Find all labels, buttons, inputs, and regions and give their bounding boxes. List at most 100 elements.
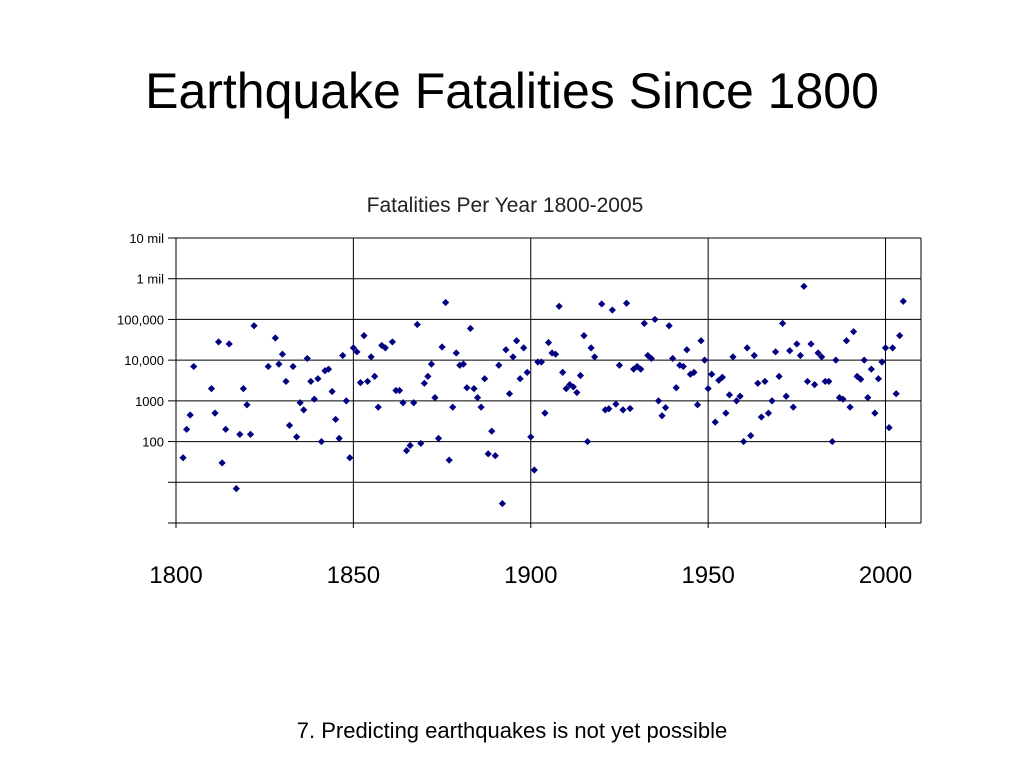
data-point bbox=[516, 375, 524, 383]
data-point bbox=[363, 377, 372, 386]
data-point bbox=[470, 385, 478, 393]
data-point bbox=[818, 353, 826, 361]
scatter-chart: Fatalities Per Year 1800-2005 10 mil 1 mi… bbox=[117, 194, 922, 589]
data-point bbox=[271, 334, 279, 342]
data-point bbox=[569, 383, 577, 391]
data-point bbox=[183, 425, 191, 433]
y-tick-label: 10,000 bbox=[124, 353, 164, 368]
data-point bbox=[573, 388, 581, 397]
x-tick-label: 2000 bbox=[859, 562, 912, 589]
data-point bbox=[427, 360, 436, 368]
data-point bbox=[473, 394, 482, 402]
y-tick-label: 1 mil bbox=[137, 272, 165, 287]
data-point bbox=[718, 373, 726, 381]
data-point bbox=[832, 356, 840, 364]
y-tick-label: 100 bbox=[142, 435, 164, 450]
data-point bbox=[303, 354, 311, 363]
data-point bbox=[438, 343, 446, 351]
data-point bbox=[356, 379, 365, 387]
data-point bbox=[239, 385, 248, 393]
data-point bbox=[761, 377, 769, 386]
data-point bbox=[764, 409, 773, 417]
data-point bbox=[846, 403, 854, 411]
data-point bbox=[179, 454, 187, 462]
data-point bbox=[346, 454, 354, 462]
data-point bbox=[615, 361, 624, 369]
data-point bbox=[544, 338, 553, 347]
data-point bbox=[889, 344, 897, 352]
data-point bbox=[410, 399, 418, 407]
data-points bbox=[179, 282, 907, 508]
data-point bbox=[481, 375, 489, 383]
data-point bbox=[878, 358, 886, 366]
data-point bbox=[399, 399, 407, 407]
data-point bbox=[551, 350, 560, 358]
data-point bbox=[527, 433, 535, 441]
data-point bbox=[672, 384, 680, 392]
data-point bbox=[630, 365, 638, 373]
data-point bbox=[857, 375, 865, 383]
data-point bbox=[484, 450, 492, 458]
data-point bbox=[835, 394, 844, 402]
data-point bbox=[775, 372, 783, 380]
data-point bbox=[601, 406, 609, 414]
data-point bbox=[463, 384, 471, 392]
data-point bbox=[488, 427, 496, 435]
data-point bbox=[860, 356, 868, 364]
data-point bbox=[505, 390, 514, 398]
data-point bbox=[789, 403, 797, 411]
data-point bbox=[431, 394, 439, 402]
data-point bbox=[605, 405, 613, 413]
data-point bbox=[452, 349, 460, 357]
data-point bbox=[750, 351, 758, 360]
data-point bbox=[523, 368, 531, 376]
data-point bbox=[892, 390, 900, 398]
data-point bbox=[353, 348, 361, 356]
axis-layer bbox=[168, 237, 922, 528]
data-point bbox=[491, 452, 499, 460]
data-point bbox=[559, 368, 567, 376]
data-point bbox=[388, 338, 397, 346]
data-point bbox=[317, 437, 326, 446]
data-point bbox=[807, 340, 815, 348]
data-point bbox=[456, 361, 464, 369]
data-point bbox=[690, 368, 698, 376]
data-point bbox=[747, 432, 755, 440]
data-point bbox=[541, 409, 549, 417]
data-point bbox=[530, 466, 538, 474]
y-tick-labels: 10 mil 1 mil 100,000 10,000 1000 100 bbox=[117, 231, 164, 450]
data-point bbox=[651, 315, 659, 324]
data-point bbox=[686, 370, 695, 378]
data-point bbox=[335, 434, 343, 442]
data-point bbox=[328, 387, 336, 396]
data-point bbox=[810, 381, 819, 389]
data-point bbox=[293, 433, 301, 441]
x-tick-labels: 1800 1850 1900 1950 2000 bbox=[149, 562, 912, 589]
data-point bbox=[683, 346, 691, 354]
data-point bbox=[459, 360, 467, 368]
data-point bbox=[658, 412, 666, 420]
slide-caption: 7. Predicting earthquakes is not yet pos… bbox=[296, 718, 728, 743]
data-point bbox=[704, 385, 712, 393]
data-point bbox=[225, 340, 233, 348]
data-point bbox=[282, 377, 290, 386]
data-point bbox=[679, 362, 687, 371]
data-point bbox=[647, 354, 655, 363]
data-point bbox=[793, 340, 801, 348]
data-point bbox=[598, 300, 606, 308]
data-point bbox=[864, 394, 872, 402]
data-point bbox=[796, 351, 804, 360]
data-point bbox=[232, 484, 240, 493]
data-point bbox=[520, 344, 528, 352]
data-point bbox=[874, 375, 883, 383]
data-point bbox=[512, 337, 521, 345]
data-point bbox=[743, 344, 751, 352]
data-point bbox=[264, 362, 272, 371]
data-point bbox=[417, 439, 425, 448]
data-point bbox=[896, 332, 904, 340]
data-point bbox=[250, 322, 258, 330]
data-point bbox=[885, 424, 893, 432]
data-point bbox=[729, 353, 737, 361]
data-point bbox=[708, 370, 716, 378]
data-point bbox=[782, 392, 790, 400]
